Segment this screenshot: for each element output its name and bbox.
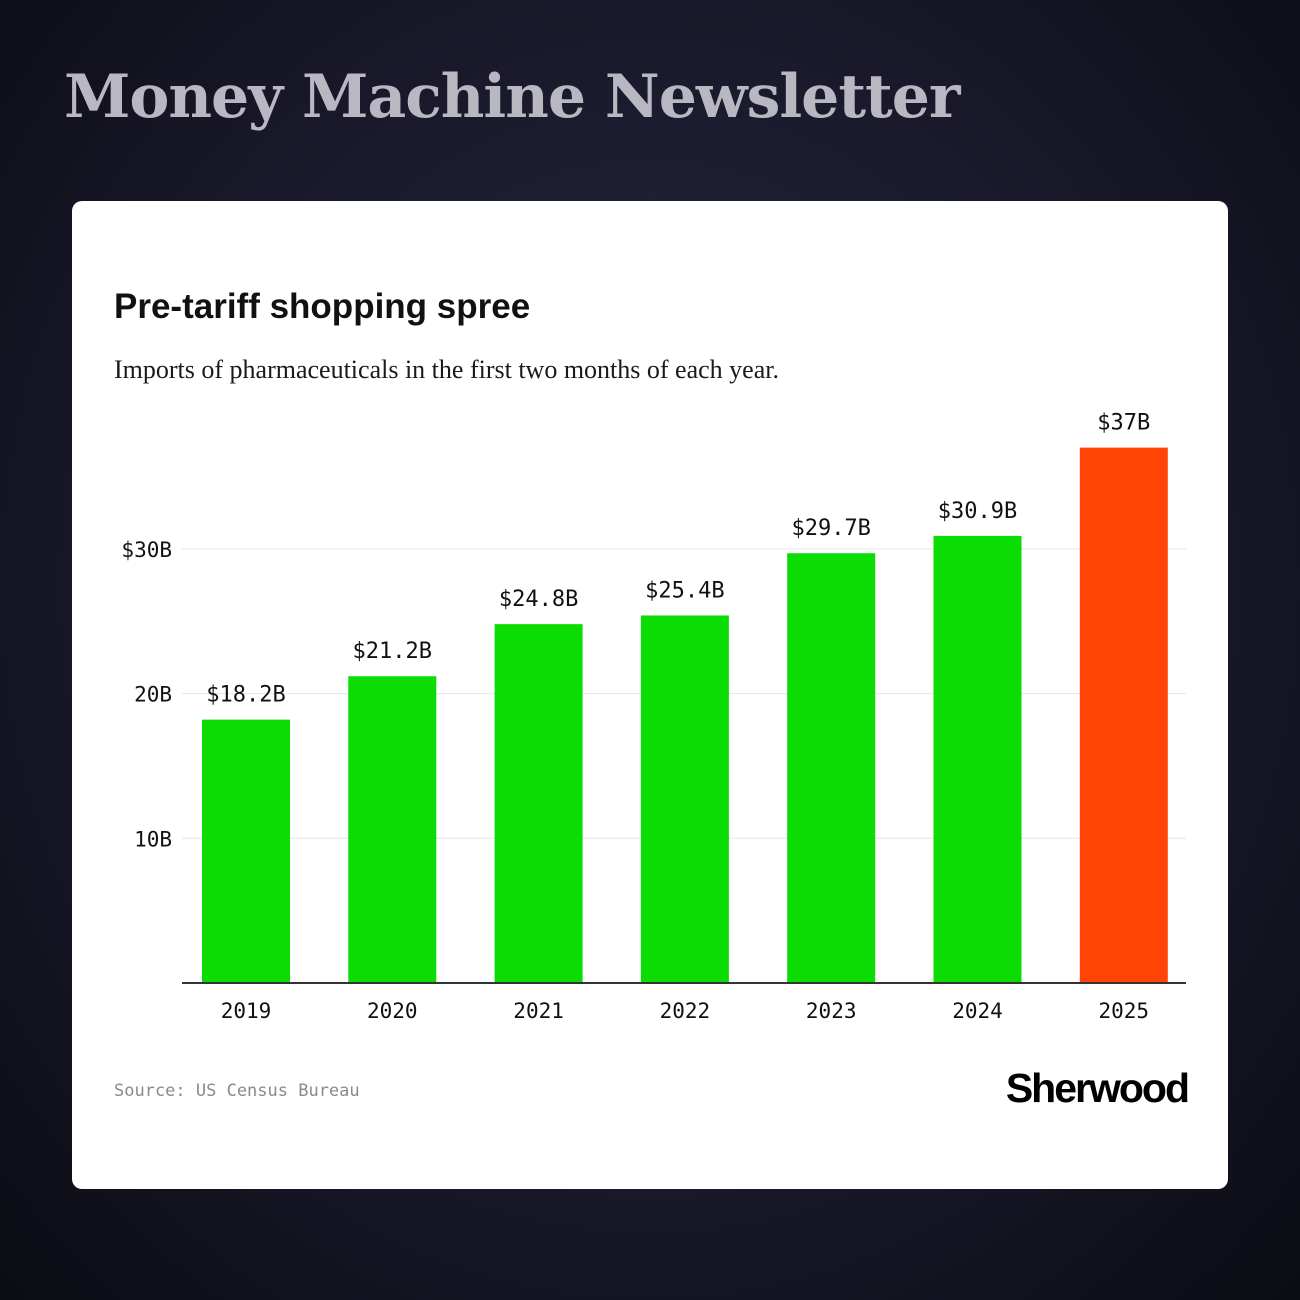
x-tick-label: 2024 <box>952 999 1003 1023</box>
chart-card: Pre-tariff shopping spree Imports of pha… <box>72 201 1228 1189</box>
data-label: $29.7B <box>791 516 870 541</box>
source-note: Source: US Census Bureau <box>114 1081 360 1101</box>
data-label: $24.8B <box>499 587 578 612</box>
chart-subtitle: Imports of pharmaceuticals in the first … <box>114 355 779 384</box>
bar-chart: 10B 20B $30B $18.2B 2019 $21.2B 2020 $24.8B 2021… <box>121 411 1186 1023</box>
newsletter-title: Money Machine Newsletter <box>64 62 961 132</box>
data-label: $21.2B <box>353 639 432 664</box>
bar-2019 <box>202 719 290 983</box>
chart-title: Pre-tariff shopping spree <box>114 287 531 326</box>
bar-2025 <box>1079 447 1168 983</box>
x-tick-label: 2020 <box>367 999 418 1023</box>
sherwood-logo: Sherwood <box>1005 1065 1190 1111</box>
x-tick-label: 2019 <box>221 999 272 1023</box>
data-label: $37B <box>1097 411 1150 436</box>
bar-2021 <box>494 624 583 983</box>
data-label: $25.4B <box>645 578 724 603</box>
x-tick-label: 2021 <box>513 999 564 1023</box>
x-tick-label: 2023 <box>806 999 857 1023</box>
y-tick-label: 10B <box>134 827 172 851</box>
y-tick-label: $30B <box>121 538 172 562</box>
x-tick-label: 2025 <box>1099 999 1150 1023</box>
data-label: $18.2B <box>206 683 285 708</box>
bar-2020 <box>348 676 437 983</box>
bar-2024 <box>933 535 1022 983</box>
y-tick-label: 20B <box>134 683 172 707</box>
bar-2022 <box>640 615 729 983</box>
data-label: $30.9B <box>938 499 1017 524</box>
bar-2023 <box>787 553 876 983</box>
x-tick-label: 2022 <box>660 999 711 1023</box>
